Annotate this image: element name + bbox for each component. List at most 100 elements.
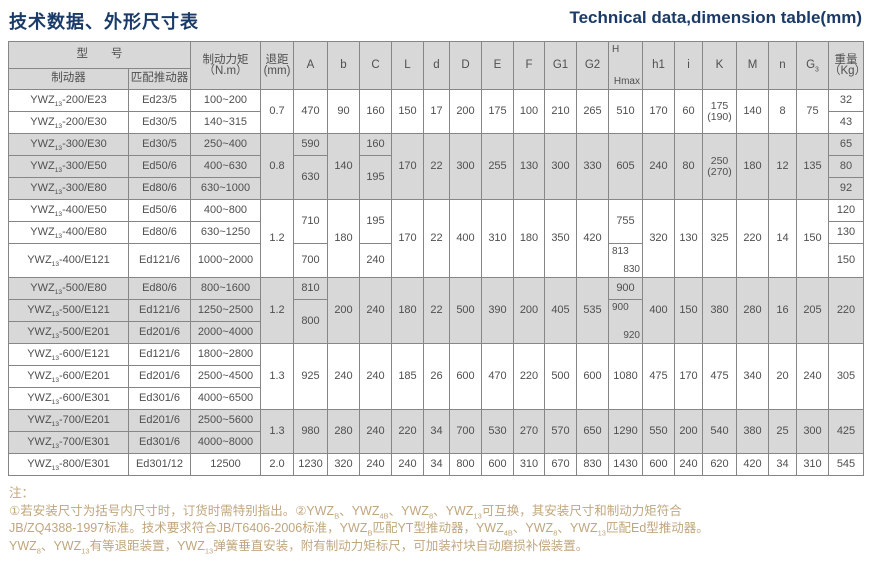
cell-a: 800 <box>293 299 328 344</box>
cell-g1: 570 <box>544 409 577 454</box>
cell-i: 240 <box>674 453 703 476</box>
cell-h: 605 <box>608 133 643 200</box>
cell-model: YWZ13-600/E201 <box>8 365 129 388</box>
cell-k-value: 175 <box>710 100 729 112</box>
cell-h: 1290 <box>608 409 643 454</box>
header-weight-line1: 重量 <box>834 53 858 66</box>
footnote-line-1: ①若安装尺寸为括号内尺寸时，订货时需特别指出。②YWZB、YWZ4B、YWZ8、… <box>9 503 682 520</box>
cell-model: YWZ13-600/E301 <box>8 387 129 410</box>
cell-k: 380 <box>702 277 737 344</box>
cell-n: 34 <box>768 453 797 476</box>
cell-l: 170 <box>391 199 424 278</box>
cell-g1: 300 <box>544 133 577 200</box>
cell-d-upper: 500 <box>449 277 482 344</box>
footnotes: 注： ①若安装尺寸为括号内尺寸时，订货时需特别指出。②YWZB、YWZ4B、YW… <box>9 485 862 555</box>
cell-a: 630 <box>293 155 328 200</box>
cell-k: 540 <box>702 409 737 454</box>
cell-torque: 630~1250 <box>190 221 261 244</box>
cell-weight: 65 <box>828 133 864 156</box>
cell-weight: 305 <box>828 343 864 410</box>
cell-h: 1080 <box>608 343 643 410</box>
header-weight: 重量 （Kg） <box>828 41 864 90</box>
cell-model: YWZ13-700/E301 <box>8 431 129 454</box>
header-col-g2: G2 <box>576 41 609 90</box>
cell-g1: 500 <box>544 343 577 410</box>
cell-f: 200 <box>513 277 545 344</box>
cell-d-lower: 22 <box>423 199 450 278</box>
cell-d-upper: 800 <box>449 453 482 476</box>
cell-f: 100 <box>513 89 545 134</box>
header-col-e: E <box>481 41 514 90</box>
cell-gap: 0.8 <box>260 133 294 200</box>
cell-d-lower: 26 <box>423 343 450 410</box>
cell-f: 220 <box>513 343 545 410</box>
header-col-a: A <box>293 41 328 90</box>
cell-gap: 1.2 <box>260 277 294 344</box>
cell-gap: 1.2 <box>260 199 294 278</box>
cell-l: 150 <box>391 89 424 134</box>
cell-model: YWZ13-400/E50 <box>8 199 129 222</box>
cell-gap: 1.3 <box>260 343 294 410</box>
cell-a: 590 <box>293 133 328 156</box>
cell-d-upper: 400 <box>449 199 482 278</box>
cell-g3: 240 <box>796 343 829 410</box>
cell-h1: 475 <box>642 343 675 410</box>
cell-g3: 135 <box>796 133 829 200</box>
table-row: YWZ13-600/E201 Ed201/6 2500~4500 <box>8 365 864 388</box>
cell-e: 530 <box>481 409 514 454</box>
table-row: YWZ13-300/E80 Ed80/6 630~1000 92 <box>8 177 864 200</box>
cell-k: 325 <box>702 199 737 278</box>
cell-k: 175 (190) <box>702 89 737 134</box>
header-col-m: M <box>736 41 769 90</box>
cell-k-paren: (190) <box>707 110 732 123</box>
cell-c: 160 <box>359 133 392 156</box>
table-row: YWZ13-300/E50 Ed50/6 400~630 630 195 80 <box>8 155 864 200</box>
cell-h-value: 813 <box>612 246 629 257</box>
cell-thruster: Ed301/6 <box>128 387 191 410</box>
cell-e: 390 <box>481 277 514 344</box>
cell-n: 16 <box>768 277 797 344</box>
cell-torque: 2500~4500 <box>190 365 261 388</box>
cell-thruster: Ed121/6 <box>128 299 191 322</box>
table-row: YWZ13-800/E301 Ed301/12 12500 2.0 1230 3… <box>8 453 864 476</box>
cell-torque: 140~315 <box>190 111 261 134</box>
header-gap-line2: (mm) <box>263 64 291 77</box>
cell-m: 420 <box>736 453 769 476</box>
header-weight-line2: （Kg） <box>829 64 864 77</box>
cell-thruster: Ed30/5 <box>128 111 191 134</box>
cell-hmax-value: 920 <box>623 329 640 341</box>
cell-m: 380 <box>736 409 769 454</box>
header-torque: 制动力矩 （N.m） <box>190 41 261 90</box>
cell-g2: 265 <box>576 89 609 134</box>
cell-torque: 12500 <box>190 453 261 476</box>
cell-thruster: Ed121/6 <box>128 243 191 278</box>
cell-n: 12 <box>768 133 797 200</box>
cell-g2: 600 <box>576 343 609 410</box>
cell-h1: 170 <box>642 89 675 134</box>
header-gap-line1: 退距 <box>265 53 289 66</box>
header-model-group: 型 号 <box>8 41 191 69</box>
cell-h: 900 <box>608 277 643 300</box>
cell-model: YWZ13-500/E201 <box>8 321 129 344</box>
cell-model: YWZ13-400/E121 <box>8 243 129 278</box>
cell-torque: 2500~5600 <box>190 409 261 432</box>
cell-b: 90 <box>327 89 360 134</box>
header-brake: 制动器 <box>8 68 129 90</box>
cell-thruster: Ed80/6 <box>128 277 191 300</box>
cell-d-upper: 600 <box>449 343 482 410</box>
header-col-h-hmax: H Hmax <box>608 41 643 90</box>
table-row: YWZ13-200/E30 Ed30/5 140~315 43 <box>8 111 864 134</box>
header-h-label: H <box>612 44 620 55</box>
cell-g1: 350 <box>544 199 577 278</box>
cell-model: YWZ13-400/E80 <box>8 221 129 244</box>
cell-h: 1430 <box>608 453 643 476</box>
cell-thruster: Ed201/6 <box>128 321 191 344</box>
cell-g2: 420 <box>576 199 609 278</box>
cell-model: YWZ13-300/E50 <box>8 155 129 178</box>
cell-torque: 400~630 <box>190 155 261 178</box>
cell-thruster: Ed201/6 <box>128 409 191 432</box>
header-col-k: K <box>702 41 737 90</box>
cell-b: 320 <box>327 453 360 476</box>
cell-b: 200 <box>327 277 360 344</box>
cell-d-upper: 200 <box>449 89 482 134</box>
